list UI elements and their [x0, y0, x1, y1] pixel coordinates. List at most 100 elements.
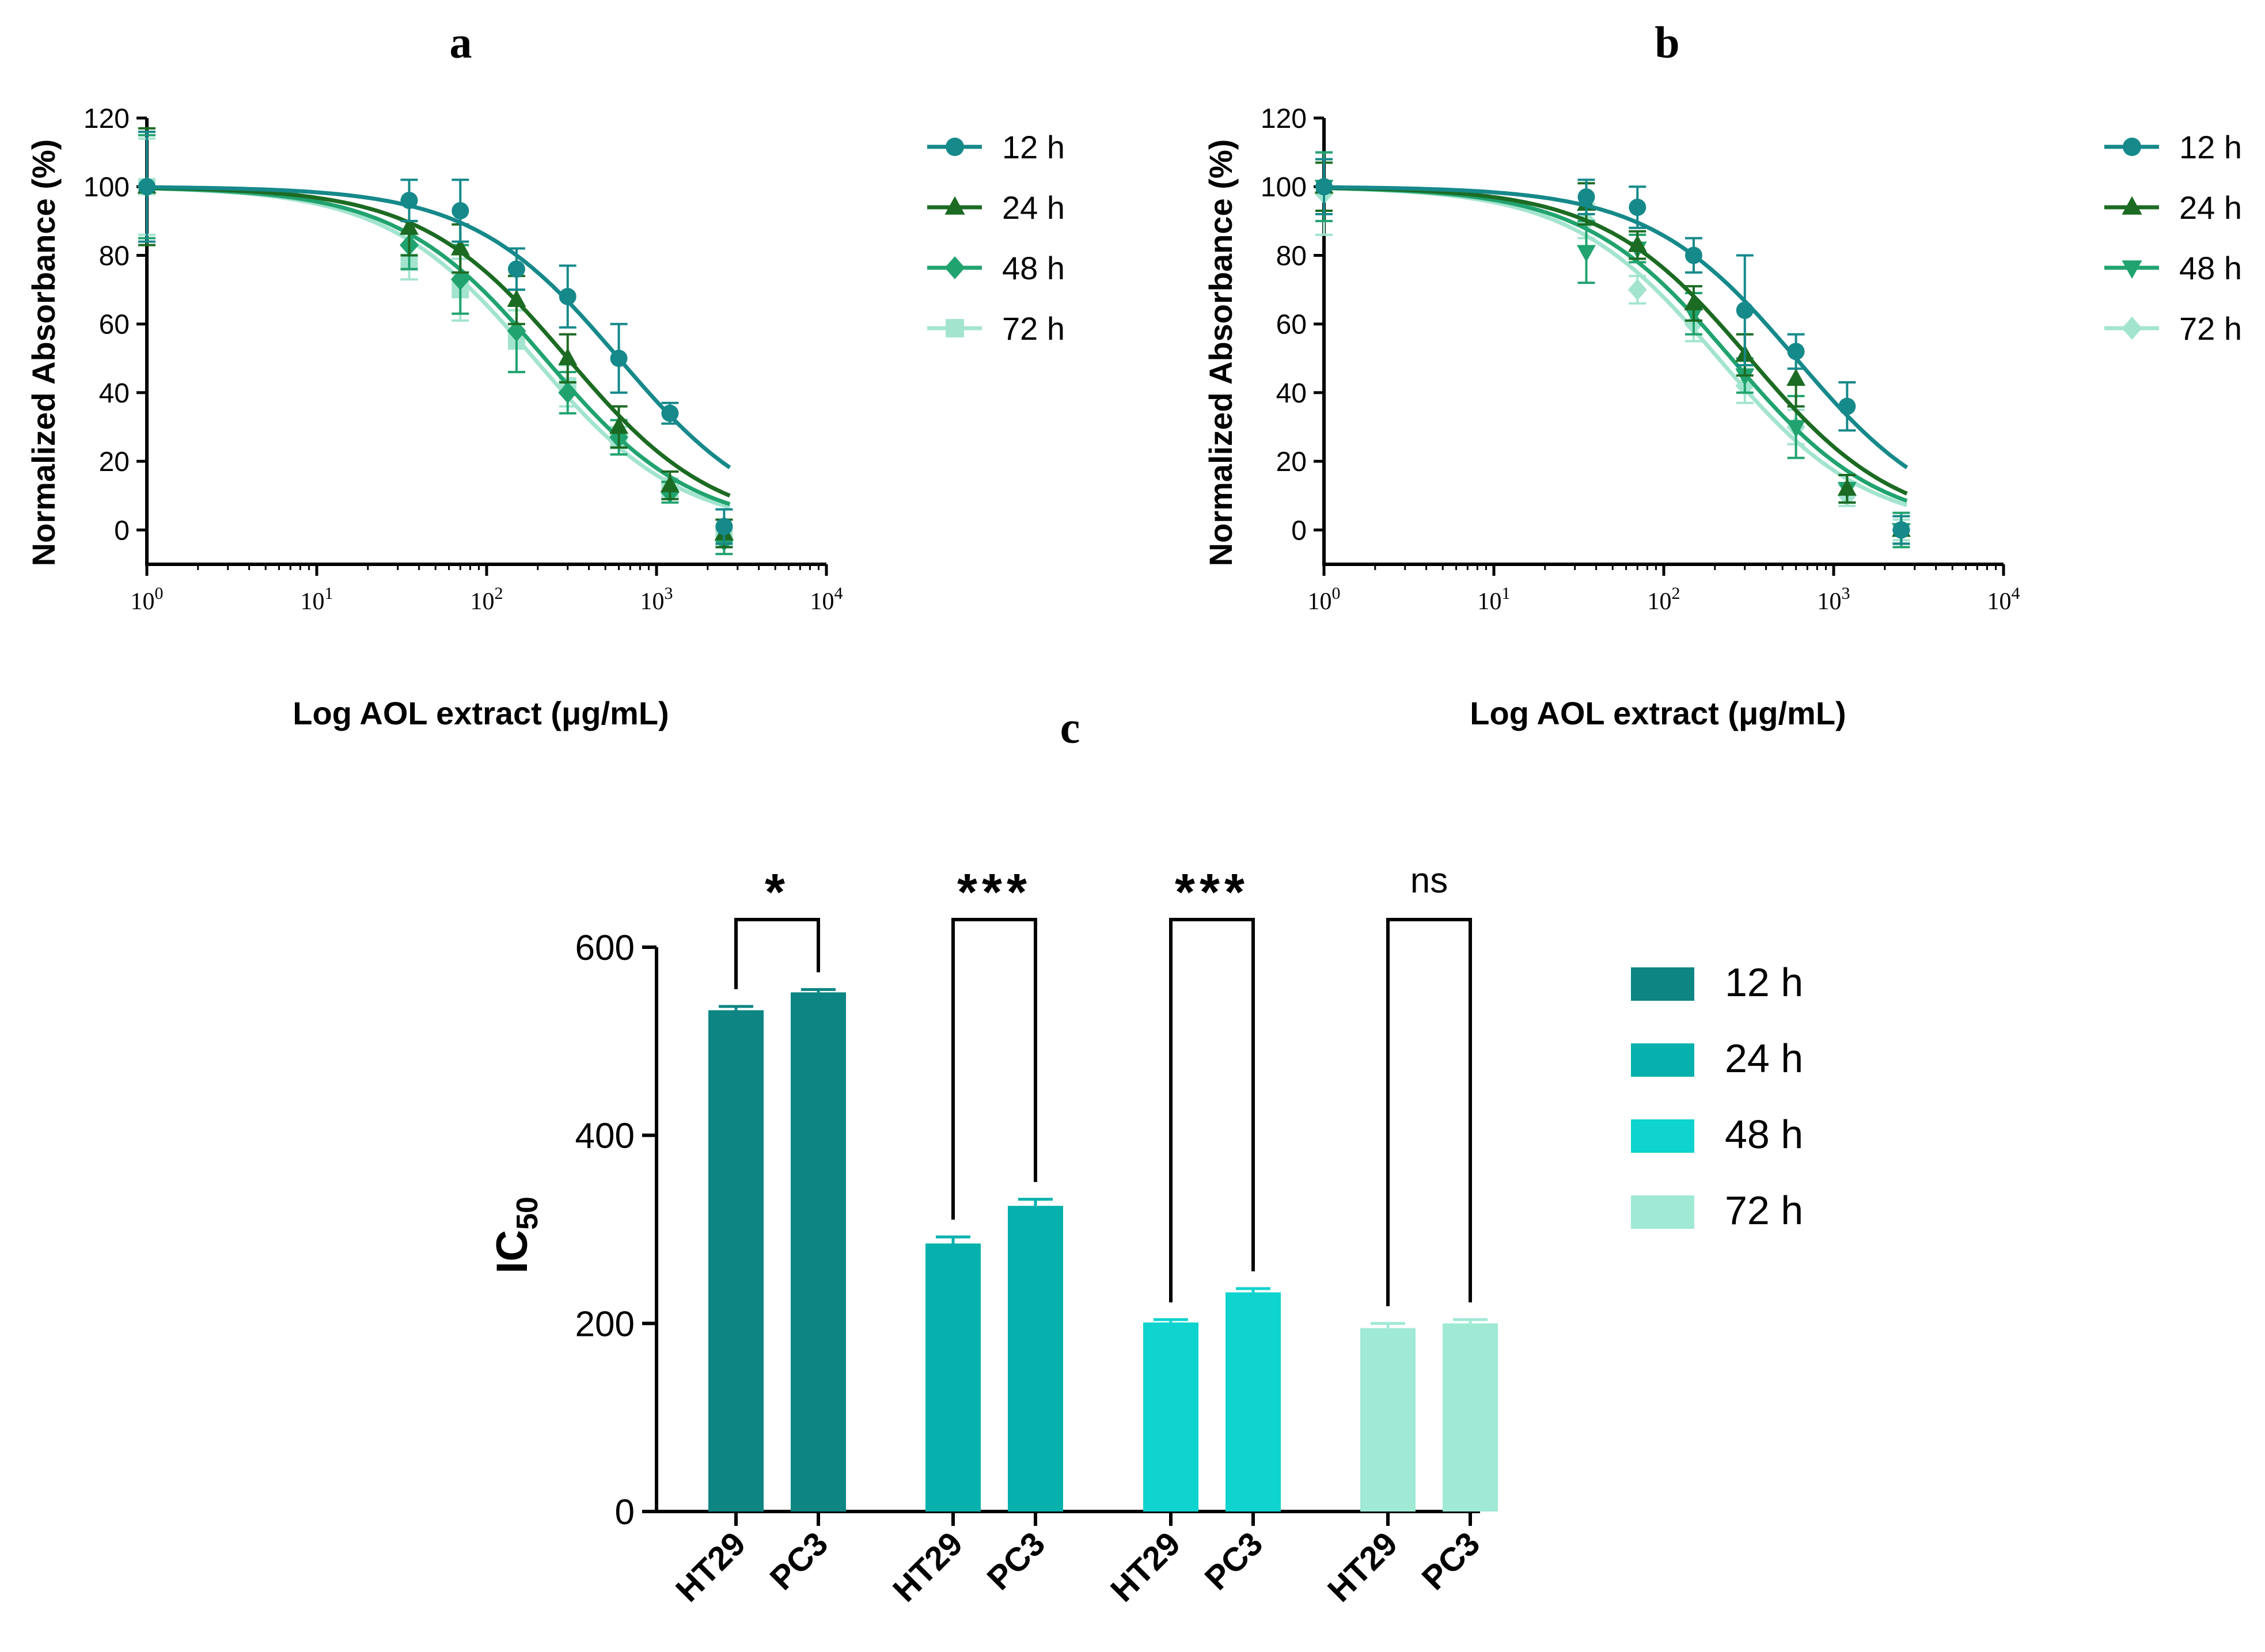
bar	[925, 1243, 981, 1512]
legend-marker	[946, 138, 964, 156]
bar	[1443, 1323, 1498, 1512]
legend-swatch	[1631, 1195, 1694, 1229]
panel-title: b	[1655, 17, 1679, 67]
legend-swatch	[1631, 1119, 1694, 1153]
data-point	[1627, 279, 1647, 301]
fit-curve	[1323, 185, 1909, 469]
data-point	[661, 404, 679, 422]
significance-bracket	[951, 918, 1037, 1220]
bar	[791, 992, 846, 1512]
x-tick-base: 10	[810, 588, 834, 615]
legend: 12 h 24 h 48 h 72 h	[2104, 129, 2242, 347]
y-tick-label: 120	[1261, 104, 1307, 134]
data-point	[507, 260, 525, 278]
x-tick-label: 102	[471, 584, 503, 615]
series-24h	[137, 127, 734, 549]
x-tick-label: HT29	[1103, 1525, 1187, 1609]
data-point	[1684, 293, 1704, 310]
data-point	[559, 288, 576, 305]
bar	[1360, 1328, 1416, 1512]
x-tick-base: 10	[471, 588, 495, 615]
x-tick-base: 10	[1648, 588, 1672, 615]
x-tick-label: HT29	[669, 1525, 753, 1609]
x-tick-label: PC3	[762, 1525, 835, 1597]
data-point	[507, 320, 526, 342]
legend-label: 12 h	[1725, 960, 1803, 1005]
bar-group-12h: HT29 PC3 *	[669, 864, 846, 1609]
y-axis-label: Normalized Absorbance (%)	[1202, 139, 1239, 567]
data-point	[138, 178, 155, 196]
significance-bracket	[1169, 918, 1255, 1302]
bar	[1008, 1206, 1063, 1512]
y-tick-label: 600	[575, 928, 635, 968]
data-point	[558, 348, 578, 366]
data-point	[1577, 245, 1596, 263]
y-tick-label: 20	[1276, 447, 1307, 477]
y-tick-label: 0	[114, 515, 130, 546]
x-tick-base: 10	[1987, 588, 2012, 615]
data-point	[1735, 369, 1755, 386]
data-point	[660, 474, 680, 492]
data-point	[1786, 369, 1806, 386]
x-axis-label: Log AOL extract (μg/mL)	[1470, 695, 1846, 731]
data-point	[1838, 397, 1856, 415]
data-point	[715, 518, 733, 536]
legend-marker	[944, 256, 965, 279]
data-point	[1837, 478, 1857, 496]
legend-marker	[2122, 317, 2142, 340]
legend-label: 48 h	[2179, 250, 2242, 286]
y-tick-label: 40	[99, 378, 130, 409]
y-axis-label: Normalized Absorbance (%)	[25, 139, 62, 567]
x-tick-label: HT29	[886, 1525, 970, 1609]
legend-label: 12 h	[2179, 129, 2242, 165]
series-12h	[1315, 158, 1910, 545]
y-tick-label: 120	[84, 104, 130, 134]
legend-label: 72 h	[1725, 1188, 1803, 1233]
data-point	[610, 350, 628, 367]
x-tick-label: PC3	[980, 1525, 1052, 1597]
y-tick-label: 0	[615, 1493, 635, 1532]
y-tick-label: 100	[84, 172, 130, 203]
data-point	[1736, 301, 1754, 319]
data-point	[452, 202, 469, 219]
x-tick-label: HT29	[1321, 1525, 1405, 1609]
legend-label: 72 h	[2179, 310, 2242, 347]
significance-bracket	[1386, 918, 1472, 1307]
x-tick-exponent: 1	[1502, 584, 1511, 603]
data-point	[1787, 343, 1805, 360]
legend: 12 h 24 h 48 h 72 h	[927, 129, 1065, 347]
legend-label: 12 h	[1002, 129, 1065, 165]
x-tick-label: 101	[1478, 584, 1511, 615]
y-tick-label: 400	[575, 1116, 635, 1156]
legend: 12 h 24 h 48 h 72 h	[1631, 960, 1803, 1233]
y-tick-label: 0	[1291, 515, 1307, 546]
legend-marker	[944, 196, 965, 215]
x-tick-label: 102	[1648, 584, 1680, 615]
x-tick-exponent: 3	[1842, 584, 1850, 603]
legend-swatch	[1631, 967, 1694, 1001]
y-tick-label: 60	[1276, 310, 1307, 340]
x-tick-label: 103	[1818, 584, 1850, 615]
x-tick-base: 10	[1308, 588, 1332, 615]
bar	[708, 1010, 764, 1512]
x-tick-base: 10	[640, 588, 665, 615]
x-tick-exponent: 2	[495, 584, 503, 603]
x-tick-base: 10	[1818, 588, 1842, 615]
data-point	[400, 192, 418, 210]
legend-marker	[2122, 196, 2142, 215]
y-axis-label-main: IC	[488, 1230, 537, 1274]
y-tick-label: 200	[575, 1304, 635, 1344]
data-point	[1315, 178, 1333, 196]
x-tick-label: 104	[810, 584, 843, 615]
bar-group-48h: HT29 PC3 ***	[1103, 864, 1281, 1609]
x-tick-base: 10	[1478, 588, 1502, 615]
series-48h	[137, 134, 734, 556]
significance-label: ns	[1410, 861, 1448, 901]
legend-label: 24 h	[1002, 189, 1065, 226]
x-tick-base: 10	[301, 588, 325, 615]
legend-marker	[946, 319, 964, 337]
x-tick-label: 101	[301, 584, 333, 615]
